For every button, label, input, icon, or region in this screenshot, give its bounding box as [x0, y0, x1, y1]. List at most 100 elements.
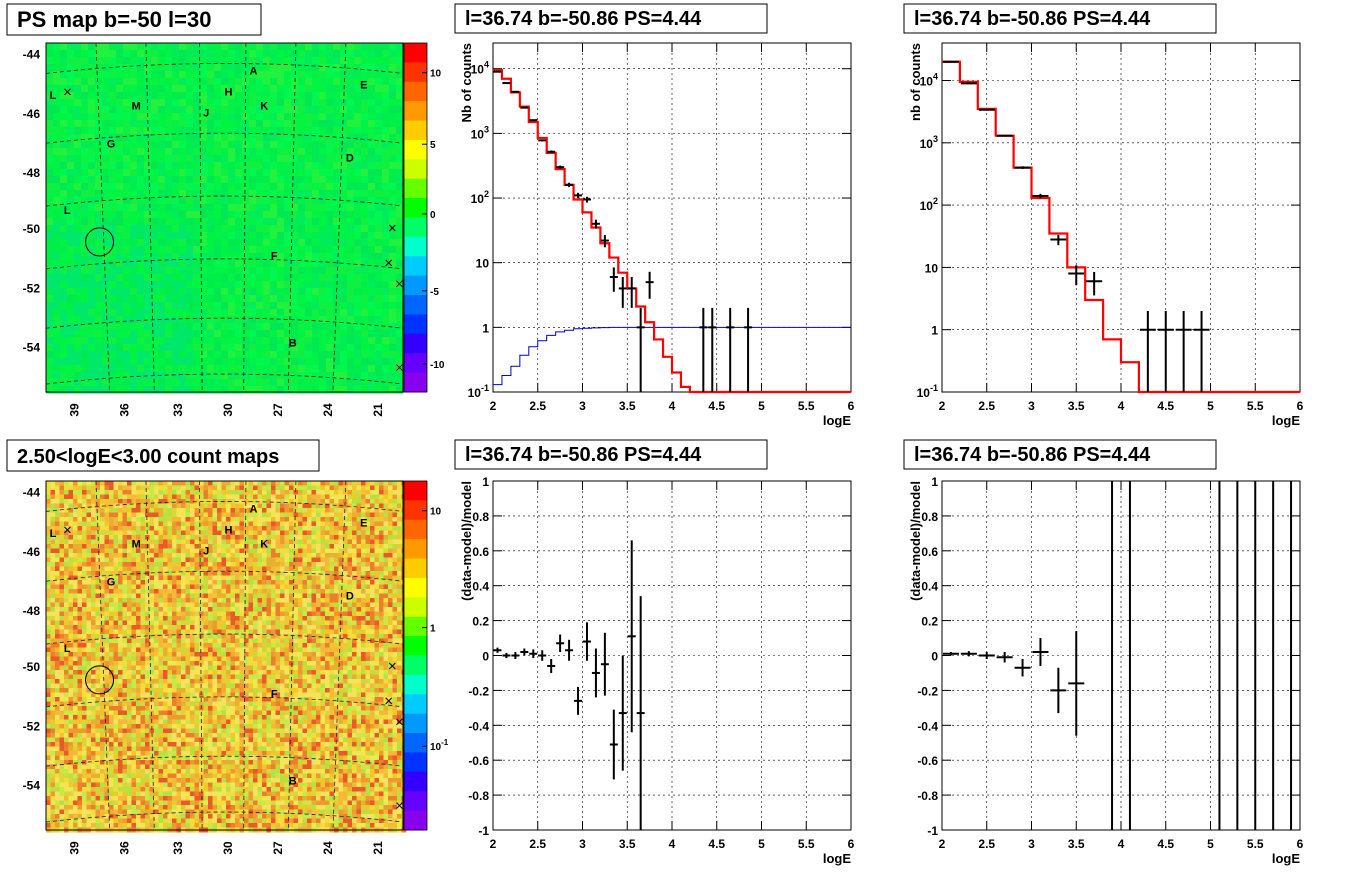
- panel1-xtick-label: 4: [669, 399, 676, 413]
- panel4-ytick-label: 0.6: [472, 545, 489, 559]
- panel3-cross-marker: [64, 526, 71, 534]
- panel0-colorbar-step: [404, 198, 427, 218]
- panel3-ytick-label: -52: [23, 719, 41, 733]
- panel3-colorbar-step: [404, 500, 427, 521]
- panel4-xtick-label: 6: [848, 837, 855, 851]
- panel4-xtick-label: 4: [669, 837, 676, 851]
- panel5-ytick-label: -1: [927, 824, 938, 838]
- panel3-source-label: F: [271, 688, 278, 700]
- panel1-ytick-label: 1: [482, 321, 489, 335]
- panel2-ytick-label: 10-1: [917, 383, 938, 400]
- panel2-model-red-line: [942, 60, 1300, 394]
- panel0-xtick-label: 36: [118, 403, 132, 417]
- panel0-title-box: [6, 3, 262, 36]
- panel5-ytick-label: 0: [931, 650, 938, 664]
- panel3-colorbar-label: 10-1: [430, 738, 449, 753]
- panel0-colorbar-step: [404, 101, 427, 122]
- panel1-ytick-label: 10-1: [468, 383, 489, 400]
- panel1-ytick-label: 102: [471, 189, 489, 206]
- panel4-ylabel: (data-model)/model: [459, 481, 474, 601]
- panel0-colorbar-step: [404, 178, 427, 199]
- panel4-xtick-label: 2: [490, 837, 497, 851]
- panel1-xtick-label: 5: [758, 399, 765, 413]
- panel0-xtick-label: 21: [371, 403, 385, 417]
- panel0-source-label: L: [64, 205, 71, 217]
- panel4-ytick-label: -1: [478, 824, 489, 838]
- panel3-latitude-line: [45, 570, 404, 582]
- panel3-colorbar-step: [404, 577, 427, 598]
- panel0-colorbar-step: [404, 236, 427, 257]
- panel3-source-circle: [85, 665, 115, 695]
- panel3-xtick-label: 33: [171, 841, 185, 855]
- panel5-xtick-label: 2: [939, 837, 946, 851]
- panel4-xtick-label: 3.5: [619, 837, 636, 851]
- panel3-colorbar-step: [404, 713, 427, 734]
- panel1-xtick-label: 2.5: [529, 399, 546, 413]
- panel3-xtick-label: 36: [118, 841, 132, 855]
- panel0-ytick-label: -54: [23, 341, 41, 355]
- panel2-xtick-label: 3.5: [1068, 399, 1085, 413]
- panel0-xtick-label: 33: [171, 403, 185, 417]
- panel1-ytick-label: 103: [471, 124, 489, 141]
- panel4-ytick-label: 1: [482, 475, 489, 489]
- panel5-ytick-label: 1: [931, 475, 938, 489]
- panel4-ytick-label: -0.6: [468, 754, 489, 768]
- panel2-xtick-label: 6: [1297, 399, 1304, 413]
- panel0-colorbar-step: [404, 120, 427, 141]
- panel3-longitude-line: [199, 480, 203, 831]
- panel0-source-label: J: [203, 107, 209, 119]
- panel0-latitude-line: [45, 373, 404, 385]
- panel5-ytick-label: -0.6: [917, 754, 938, 768]
- panel3-colorbar-step: [404, 481, 427, 501]
- panel1-xtick-label: 3.5: [619, 399, 636, 413]
- panel2-ytick-label: 10: [925, 261, 939, 275]
- panel0-latitude-line: [45, 63, 404, 74]
- panel3-ytick-label: -48: [23, 604, 41, 618]
- panel1-ylabel: Nb of counts: [459, 43, 474, 122]
- panel0-colorbar-step: [404, 159, 427, 180]
- panel3-colorbar-step: [404, 674, 427, 695]
- panel2-ytick-label: 102: [920, 196, 938, 213]
- panel0-cross-marker: [385, 259, 393, 267]
- panel0-cross-marker: [396, 364, 403, 371]
- panel3-source-label: L: [50, 528, 57, 540]
- panel3-colorbar-step: [404, 655, 427, 676]
- panel3-cross-marker: [385, 697, 393, 705]
- panel0-cross-marker: [388, 224, 396, 232]
- panel1-xtick-label: 6: [848, 399, 855, 413]
- panel4-ytick-label: 0.8: [472, 510, 489, 524]
- panel0-colorbar-step: [404, 372, 427, 393]
- panel0-source-label: M: [132, 100, 141, 112]
- panel2-title-box: [903, 3, 1217, 34]
- panel4-ytick-label: 0.2: [472, 615, 489, 629]
- panel0-xtick-label: 24: [321, 403, 335, 417]
- panel2-xtick-label: 4: [1118, 399, 1125, 413]
- panel0-longitude-line: [332, 42, 347, 393]
- panel0-colorbar-step: [404, 295, 427, 315]
- panel3-title: 2.50<logE<3.00 count maps: [17, 446, 279, 468]
- panel0-latitude-line: [45, 195, 404, 207]
- panel0-colorbar-frame: [403, 42, 428, 393]
- panel0-latitude-line: [45, 132, 404, 144]
- panel3-source-label: H: [225, 524, 233, 536]
- panel5-xtick-label: 2.5: [978, 837, 995, 851]
- panel5-xlabel: logE: [1272, 851, 1300, 866]
- panel3-colorbar-label: 1: [430, 624, 436, 635]
- panel3-title-box: [6, 439, 320, 472]
- panel3-ytick-label: -46: [23, 545, 41, 559]
- panel4-ytick-label: -0.2: [468, 684, 489, 698]
- panel0-colorbar-step: [404, 333, 427, 354]
- panel3-longitude-line: [287, 480, 297, 831]
- panel4-xtick-label: 4.5: [708, 837, 725, 851]
- panel0-longitude-line: [95, 42, 111, 393]
- panel5-title-box: [903, 439, 1217, 470]
- panel3-cross-marker: [388, 662, 396, 670]
- panel3-source-label: G: [107, 577, 116, 589]
- panel1-title: l=36.74 b=-50.86 PS=4.44: [465, 8, 702, 30]
- panel3-colorbar-step: [404, 636, 427, 656]
- panel5-ytick-label: 0.2: [921, 615, 938, 629]
- panel3-colorbar-step: [404, 519, 427, 540]
- panel3-xtick-label: 30: [221, 841, 235, 855]
- panel0-xtick-label: 30: [221, 403, 235, 417]
- panel3-xtick-label: 27: [271, 841, 285, 855]
